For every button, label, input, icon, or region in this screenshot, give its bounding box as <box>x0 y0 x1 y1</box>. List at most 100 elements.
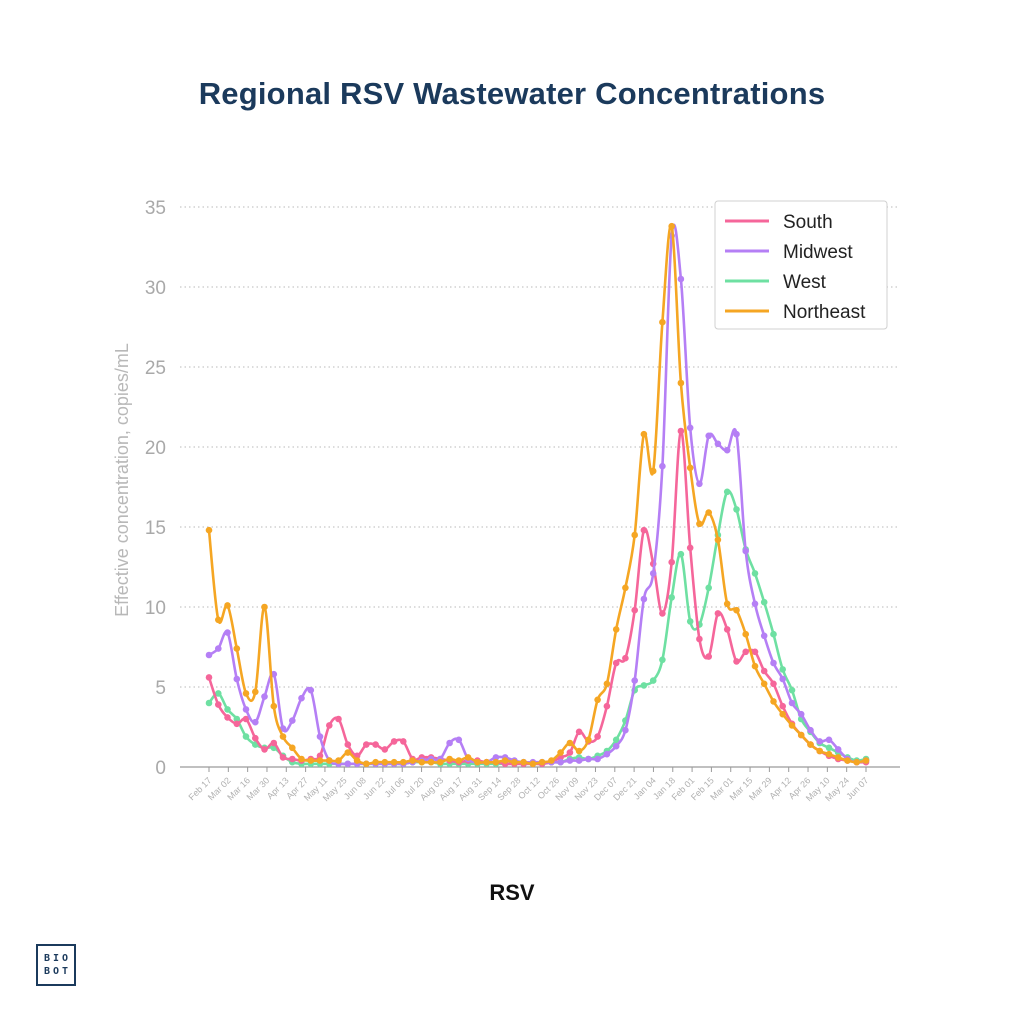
data-point-northeast <box>279 733 287 740</box>
data-point-northeast <box>603 680 611 688</box>
data-point-northeast <box>705 509 712 516</box>
data-point-south <box>344 741 352 748</box>
data-point-midwest <box>659 462 666 470</box>
data-point-midwest <box>585 755 592 763</box>
biobot-logo: BIO BOT <box>36 944 76 986</box>
y-axis-label: Effective concentration, copies/mL <box>112 343 132 617</box>
data-point-northeast <box>492 758 500 766</box>
data-point-midwest <box>492 754 500 761</box>
data-point-northeast <box>760 680 768 688</box>
data-point-south <box>723 626 731 633</box>
data-point-midwest <box>612 742 620 750</box>
legend-box <box>714 200 888 330</box>
data-point-northeast <box>659 318 666 326</box>
data-point-northeast <box>807 741 814 748</box>
data-point-south <box>677 427 685 435</box>
data-point-northeast <box>594 696 601 704</box>
data-point-midwest <box>686 424 694 432</box>
data-point-northeast <box>557 749 564 756</box>
data-point-south <box>622 654 629 662</box>
data-point-northeast <box>261 603 268 611</box>
data-point-west <box>779 666 786 673</box>
data-point-south <box>696 635 703 643</box>
data-point-midwest <box>603 750 611 758</box>
data-point-south <box>279 754 287 761</box>
data-point-midwest <box>788 699 796 707</box>
grid-lines <box>180 206 900 688</box>
data-point-south <box>575 728 583 736</box>
data-point-northeast <box>834 754 842 761</box>
data-point-northeast <box>353 757 361 764</box>
data-point-midwest <box>834 746 842 753</box>
data-point-northeast <box>575 747 583 755</box>
y-tick-label: 30 <box>145 278 166 299</box>
data-point-south <box>594 733 601 740</box>
data-point-northeast <box>788 722 796 729</box>
data-point-northeast <box>437 758 444 766</box>
data-point-northeast <box>400 758 407 766</box>
data-point-northeast <box>566 739 574 747</box>
logo-line-1: BIO <box>43 953 72 964</box>
data-point-south <box>215 701 222 708</box>
data-point-northeast <box>501 757 509 764</box>
data-point-midwest <box>261 693 268 700</box>
data-point-northeast <box>649 467 657 475</box>
data-point-west <box>788 686 796 694</box>
series-layer <box>205 222 870 768</box>
data-point-northeast <box>548 757 555 764</box>
data-point-northeast <box>733 606 740 614</box>
data-point-west <box>705 584 712 592</box>
data-point-northeast <box>640 430 648 438</box>
data-point-south <box>566 749 574 756</box>
series-line-south <box>207 429 868 766</box>
data-point-south <box>640 526 648 534</box>
y-tick-label: 0 <box>155 758 166 779</box>
y-tick-labels: 0 5 10 15 20 25 30 35 <box>145 198 166 779</box>
data-point-midwest <box>233 675 241 683</box>
data-point-south <box>714 610 722 617</box>
data-point-northeast <box>520 758 527 766</box>
data-point-south <box>335 715 342 723</box>
data-point-midwest <box>742 547 749 555</box>
data-point-northeast <box>751 662 759 670</box>
data-point-northeast <box>215 616 222 624</box>
data-point-south <box>242 715 250 723</box>
data-point-northeast <box>316 757 324 764</box>
data-point-northeast <box>390 758 398 766</box>
data-point-midwest <box>677 275 685 283</box>
data-point-midwest <box>344 760 352 768</box>
data-point-midwest <box>205 651 213 659</box>
data-point-northeast <box>770 698 777 705</box>
data-point-midwest <box>289 717 296 724</box>
logo-line-2: BOT <box>43 966 72 977</box>
y-tick-label: 25 <box>145 358 166 379</box>
data-point-south <box>659 610 666 617</box>
data-point-midwest <box>279 725 287 732</box>
data-point-midwest <box>760 632 768 640</box>
data-point-midwest <box>797 710 805 718</box>
data-point-northeast <box>298 755 305 763</box>
data-point-west <box>686 618 694 625</box>
data-point-northeast <box>464 754 472 761</box>
data-point-northeast <box>585 736 592 744</box>
data-point-south <box>381 746 389 753</box>
data-point-west <box>215 690 222 697</box>
data-point-midwest <box>714 440 722 448</box>
y-tick-label: 5 <box>155 678 166 699</box>
data-point-northeast <box>224 602 231 609</box>
data-point-northeast <box>816 747 823 755</box>
data-point-west <box>825 744 833 752</box>
data-point-northeast <box>233 645 241 652</box>
data-point-midwest <box>307 686 315 694</box>
data-point-west <box>224 706 231 713</box>
legend-label-south: South <box>783 212 833 233</box>
data-point-west <box>668 594 675 601</box>
data-point-northeast <box>474 758 481 766</box>
data-point-midwest <box>298 694 305 702</box>
x-tick-label: Jun 22 <box>361 775 387 801</box>
chart-subtitle: RSV <box>489 880 535 905</box>
data-point-northeast <box>372 758 379 766</box>
data-point-midwest <box>631 677 638 684</box>
data-point-northeast <box>622 584 629 592</box>
